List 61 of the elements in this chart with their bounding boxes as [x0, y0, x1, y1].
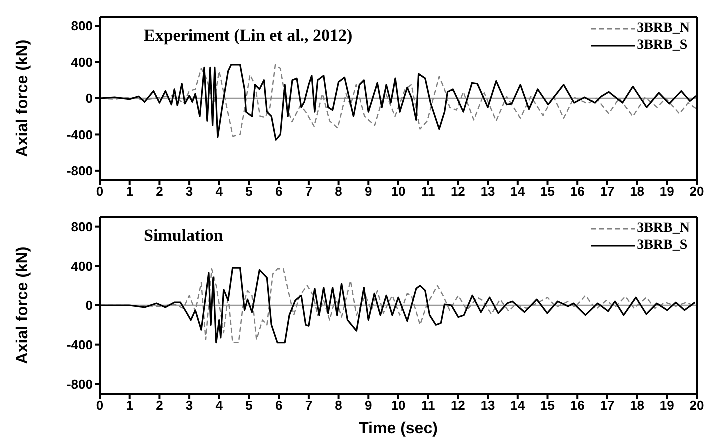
x-tick-label: 12 — [450, 398, 466, 414]
y-tick-label: 0 — [86, 298, 93, 314]
y-axis-title: Axial force (kN) — [14, 40, 32, 158]
x-tick-label: 9 — [365, 398, 372, 414]
x-tick-label: 10 — [391, 398, 406, 414]
x-tick-label: 5 — [246, 398, 253, 414]
legend-label: 3BRB_N — [637, 20, 690, 37]
x-tick-label: 1 — [126, 184, 134, 200]
x-tick-label: 9 — [365, 184, 372, 200]
y-tick-label: 800 — [71, 18, 93, 34]
legend-label: 3BRB_S — [637, 37, 688, 54]
x-tick-label: 8 — [335, 398, 342, 414]
x-tick-label: 6 — [275, 184, 283, 200]
y-tick-label: -400 — [66, 127, 93, 142]
x-tick-label: 2 — [156, 398, 164, 414]
legend-label: 3BRB_S — [637, 237, 688, 254]
text: Simulation — [144, 226, 224, 246]
x-tick-label: 11 — [421, 398, 436, 414]
y-tick-label: -800 — [66, 164, 93, 179]
y-tick-label: 800 — [71, 219, 93, 234]
x-tick-label: 7 — [305, 398, 313, 414]
y-tick-label: 0 — [86, 91, 93, 106]
x-tick-label: 3 — [186, 184, 194, 200]
x-tick-label: 17 — [600, 184, 615, 200]
x-tick-label: 12 — [450, 184, 466, 200]
x-tick-label: 14 — [510, 398, 526, 414]
y-tick-label: 400 — [71, 54, 93, 70]
x-tick-label: 1 — [126, 398, 134, 414]
x-tick-label: 0 — [96, 184, 104, 200]
x-tick-label: 8 — [335, 184, 342, 200]
x-tick-label: 4 — [216, 184, 224, 200]
x-tick-label: 17 — [600, 398, 615, 414]
x-tick-label: 10 — [391, 184, 406, 200]
x-tick-label: 11 — [421, 184, 436, 200]
x-tick-label: 18 — [630, 398, 645, 414]
y-axis-title: Axial force (kN) — [14, 246, 32, 364]
x-tick-label: 16 — [570, 398, 585, 414]
x-tick-label: 3 — [186, 398, 194, 414]
x-tick-label: 16 — [570, 184, 585, 200]
x-tick-label: 18 — [630, 184, 645, 200]
y-tick-label: 400 — [71, 258, 93, 274]
legend-label: 3BRB_N — [637, 220, 690, 237]
x-tick-label: 14 — [510, 184, 526, 200]
x-tick-label: 5 — [246, 184, 253, 200]
y-tick-label: -800 — [66, 376, 93, 392]
x-tick-label: 4 — [216, 398, 224, 414]
x-tick-label: 2 — [156, 184, 164, 200]
x-tick-label: 15 — [540, 398, 555, 414]
x-tick-label: 20 — [690, 398, 704, 414]
x-axis-title: Time (sec) — [359, 420, 438, 438]
x-tick-label: 6 — [275, 398, 283, 414]
x-tick-label: 13 — [480, 398, 496, 414]
x-tick-label: 15 — [540, 184, 555, 200]
x-tick-label: 19 — [660, 184, 674, 200]
x-tick-label: 20 — [690, 184, 704, 200]
x-tick-label: 19 — [660, 398, 674, 414]
x-tick-label: 7 — [305, 184, 313, 200]
y-tick-label: -400 — [66, 337, 93, 352]
x-tick-label: 0 — [96, 398, 104, 414]
text: Experiment (Lin et al., 2012) — [144, 26, 353, 46]
x-tick-label: 13 — [480, 184, 496, 200]
